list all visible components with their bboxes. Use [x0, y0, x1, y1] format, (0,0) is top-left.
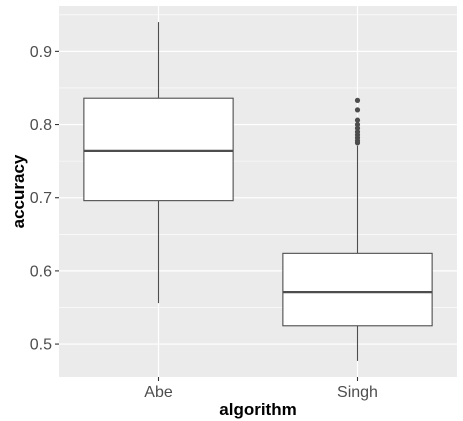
- outlier-point: [354, 121, 361, 128]
- x-axis-ticks: Abe Singh: [144, 377, 378, 401]
- outlier-point: [354, 117, 361, 123]
- y-tick-label: 0.9: [30, 44, 52, 61]
- outlier-point: [354, 129, 361, 135]
- x-axis-title: algorithm: [219, 400, 296, 419]
- y-tick-label: 0.7: [30, 190, 52, 207]
- box-singh: [282, 97, 433, 361]
- y-axis-title: accuracy: [9, 154, 28, 228]
- y-tick-label: 0.6: [30, 263, 52, 280]
- outlier-point: [354, 97, 361, 103]
- outlier-point: [354, 125, 361, 131]
- y-tick-label: 0.5: [30, 337, 52, 354]
- iqr-box: [83, 97, 234, 202]
- y-axis-ticks: 0.5 0.6 0.7 0.8 0.9: [30, 44, 59, 354]
- x-tick-label: Singh: [337, 384, 378, 401]
- x-tick-label: Abe: [144, 384, 173, 401]
- y-tick-label: 0.8: [30, 117, 52, 134]
- box-abe: [83, 22, 234, 304]
- iqr-box: [282, 252, 433, 327]
- outlier-point: [354, 107, 361, 113]
- boxes-layer: [83, 22, 433, 361]
